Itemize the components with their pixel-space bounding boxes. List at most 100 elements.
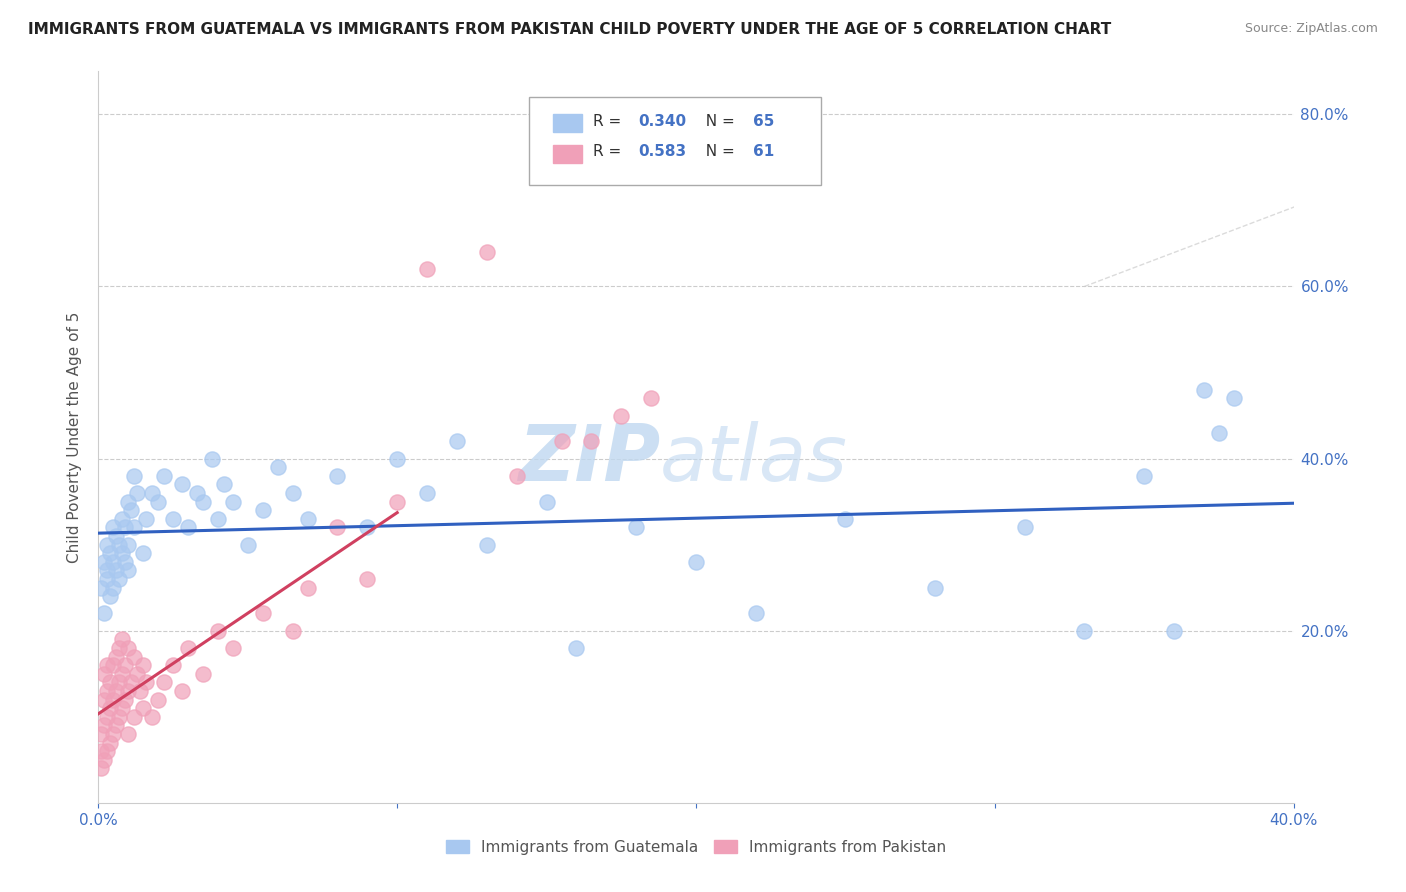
Text: R =: R =	[593, 114, 626, 129]
Point	[96, 658, 118, 673]
Point	[108, 675, 131, 690]
Point	[201, 451, 224, 466]
Point	[105, 649, 128, 664]
Text: N =: N =	[696, 114, 740, 129]
Point	[162, 658, 184, 673]
Point	[111, 666, 134, 681]
Point	[90, 727, 112, 741]
Point	[108, 572, 131, 586]
Point	[103, 692, 125, 706]
Point	[117, 640, 139, 655]
Point	[96, 684, 118, 698]
Point	[475, 245, 498, 260]
Point	[103, 520, 125, 534]
Point	[103, 555, 125, 569]
Point	[96, 564, 118, 578]
Point	[1073, 624, 1095, 638]
Point	[96, 744, 118, 758]
Point	[103, 727, 125, 741]
Point	[127, 666, 149, 681]
Point	[96, 538, 118, 552]
Point	[148, 692, 170, 706]
Point	[326, 468, 349, 483]
Point	[93, 753, 115, 767]
Point	[626, 520, 648, 534]
Point	[610, 409, 633, 423]
Text: 0.340: 0.340	[638, 114, 686, 129]
Point	[93, 692, 115, 706]
Point	[416, 262, 439, 277]
Point	[745, 607, 768, 621]
Point	[1192, 383, 1215, 397]
Point	[475, 538, 498, 552]
Point	[212, 477, 235, 491]
Point	[111, 512, 134, 526]
Point	[132, 658, 155, 673]
Point	[640, 392, 662, 406]
Point	[1163, 624, 1185, 638]
Point	[117, 727, 139, 741]
Point	[93, 607, 115, 621]
Point	[124, 468, 146, 483]
Point	[111, 632, 134, 647]
Point	[267, 460, 290, 475]
Text: N =: N =	[696, 145, 740, 160]
Point	[834, 512, 856, 526]
Point	[565, 640, 588, 655]
Point	[207, 512, 229, 526]
Text: 0.583: 0.583	[638, 145, 686, 160]
Point	[98, 546, 122, 560]
Point	[93, 718, 115, 732]
Point	[90, 744, 112, 758]
Point	[1208, 425, 1230, 440]
Point	[536, 494, 558, 508]
Point	[236, 538, 259, 552]
Bar	[553, 145, 582, 163]
Point	[124, 649, 146, 664]
Point	[105, 564, 128, 578]
Text: ZIP: ZIP	[517, 421, 661, 497]
Point	[385, 494, 409, 508]
FancyBboxPatch shape	[529, 97, 821, 185]
Point	[108, 538, 131, 552]
Point	[550, 434, 572, 449]
Point	[127, 486, 149, 500]
Point	[120, 675, 142, 690]
Point	[297, 581, 319, 595]
Text: 65: 65	[754, 114, 775, 129]
Point	[191, 494, 214, 508]
Point	[446, 434, 468, 449]
Point	[207, 624, 229, 638]
Legend: Immigrants from Guatemala, Immigrants from Pakistan: Immigrants from Guatemala, Immigrants fr…	[440, 834, 952, 861]
Point	[103, 658, 125, 673]
Point	[111, 546, 134, 560]
Point	[105, 718, 128, 732]
Point	[153, 468, 176, 483]
Point	[98, 735, 122, 749]
Text: IMMIGRANTS FROM GUATEMALA VS IMMIGRANTS FROM PAKISTAN CHILD POVERTY UNDER THE AG: IMMIGRANTS FROM GUATEMALA VS IMMIGRANTS …	[28, 22, 1111, 37]
Point	[385, 451, 409, 466]
Point	[114, 658, 136, 673]
Point	[135, 675, 157, 690]
Point	[108, 640, 131, 655]
Point	[141, 486, 163, 500]
Point	[117, 538, 139, 552]
Bar	[553, 114, 582, 132]
Point	[191, 666, 214, 681]
Point	[120, 503, 142, 517]
Point	[1133, 468, 1156, 483]
Point	[162, 512, 184, 526]
Point	[132, 701, 155, 715]
Point	[98, 701, 122, 715]
Point	[98, 675, 122, 690]
Point	[356, 520, 378, 534]
Point	[506, 468, 529, 483]
Point	[141, 710, 163, 724]
Point	[581, 434, 603, 449]
Point	[117, 684, 139, 698]
Point	[111, 701, 134, 715]
Point	[1014, 520, 1036, 534]
Point	[105, 529, 128, 543]
Point	[117, 494, 139, 508]
Point	[98, 589, 122, 603]
